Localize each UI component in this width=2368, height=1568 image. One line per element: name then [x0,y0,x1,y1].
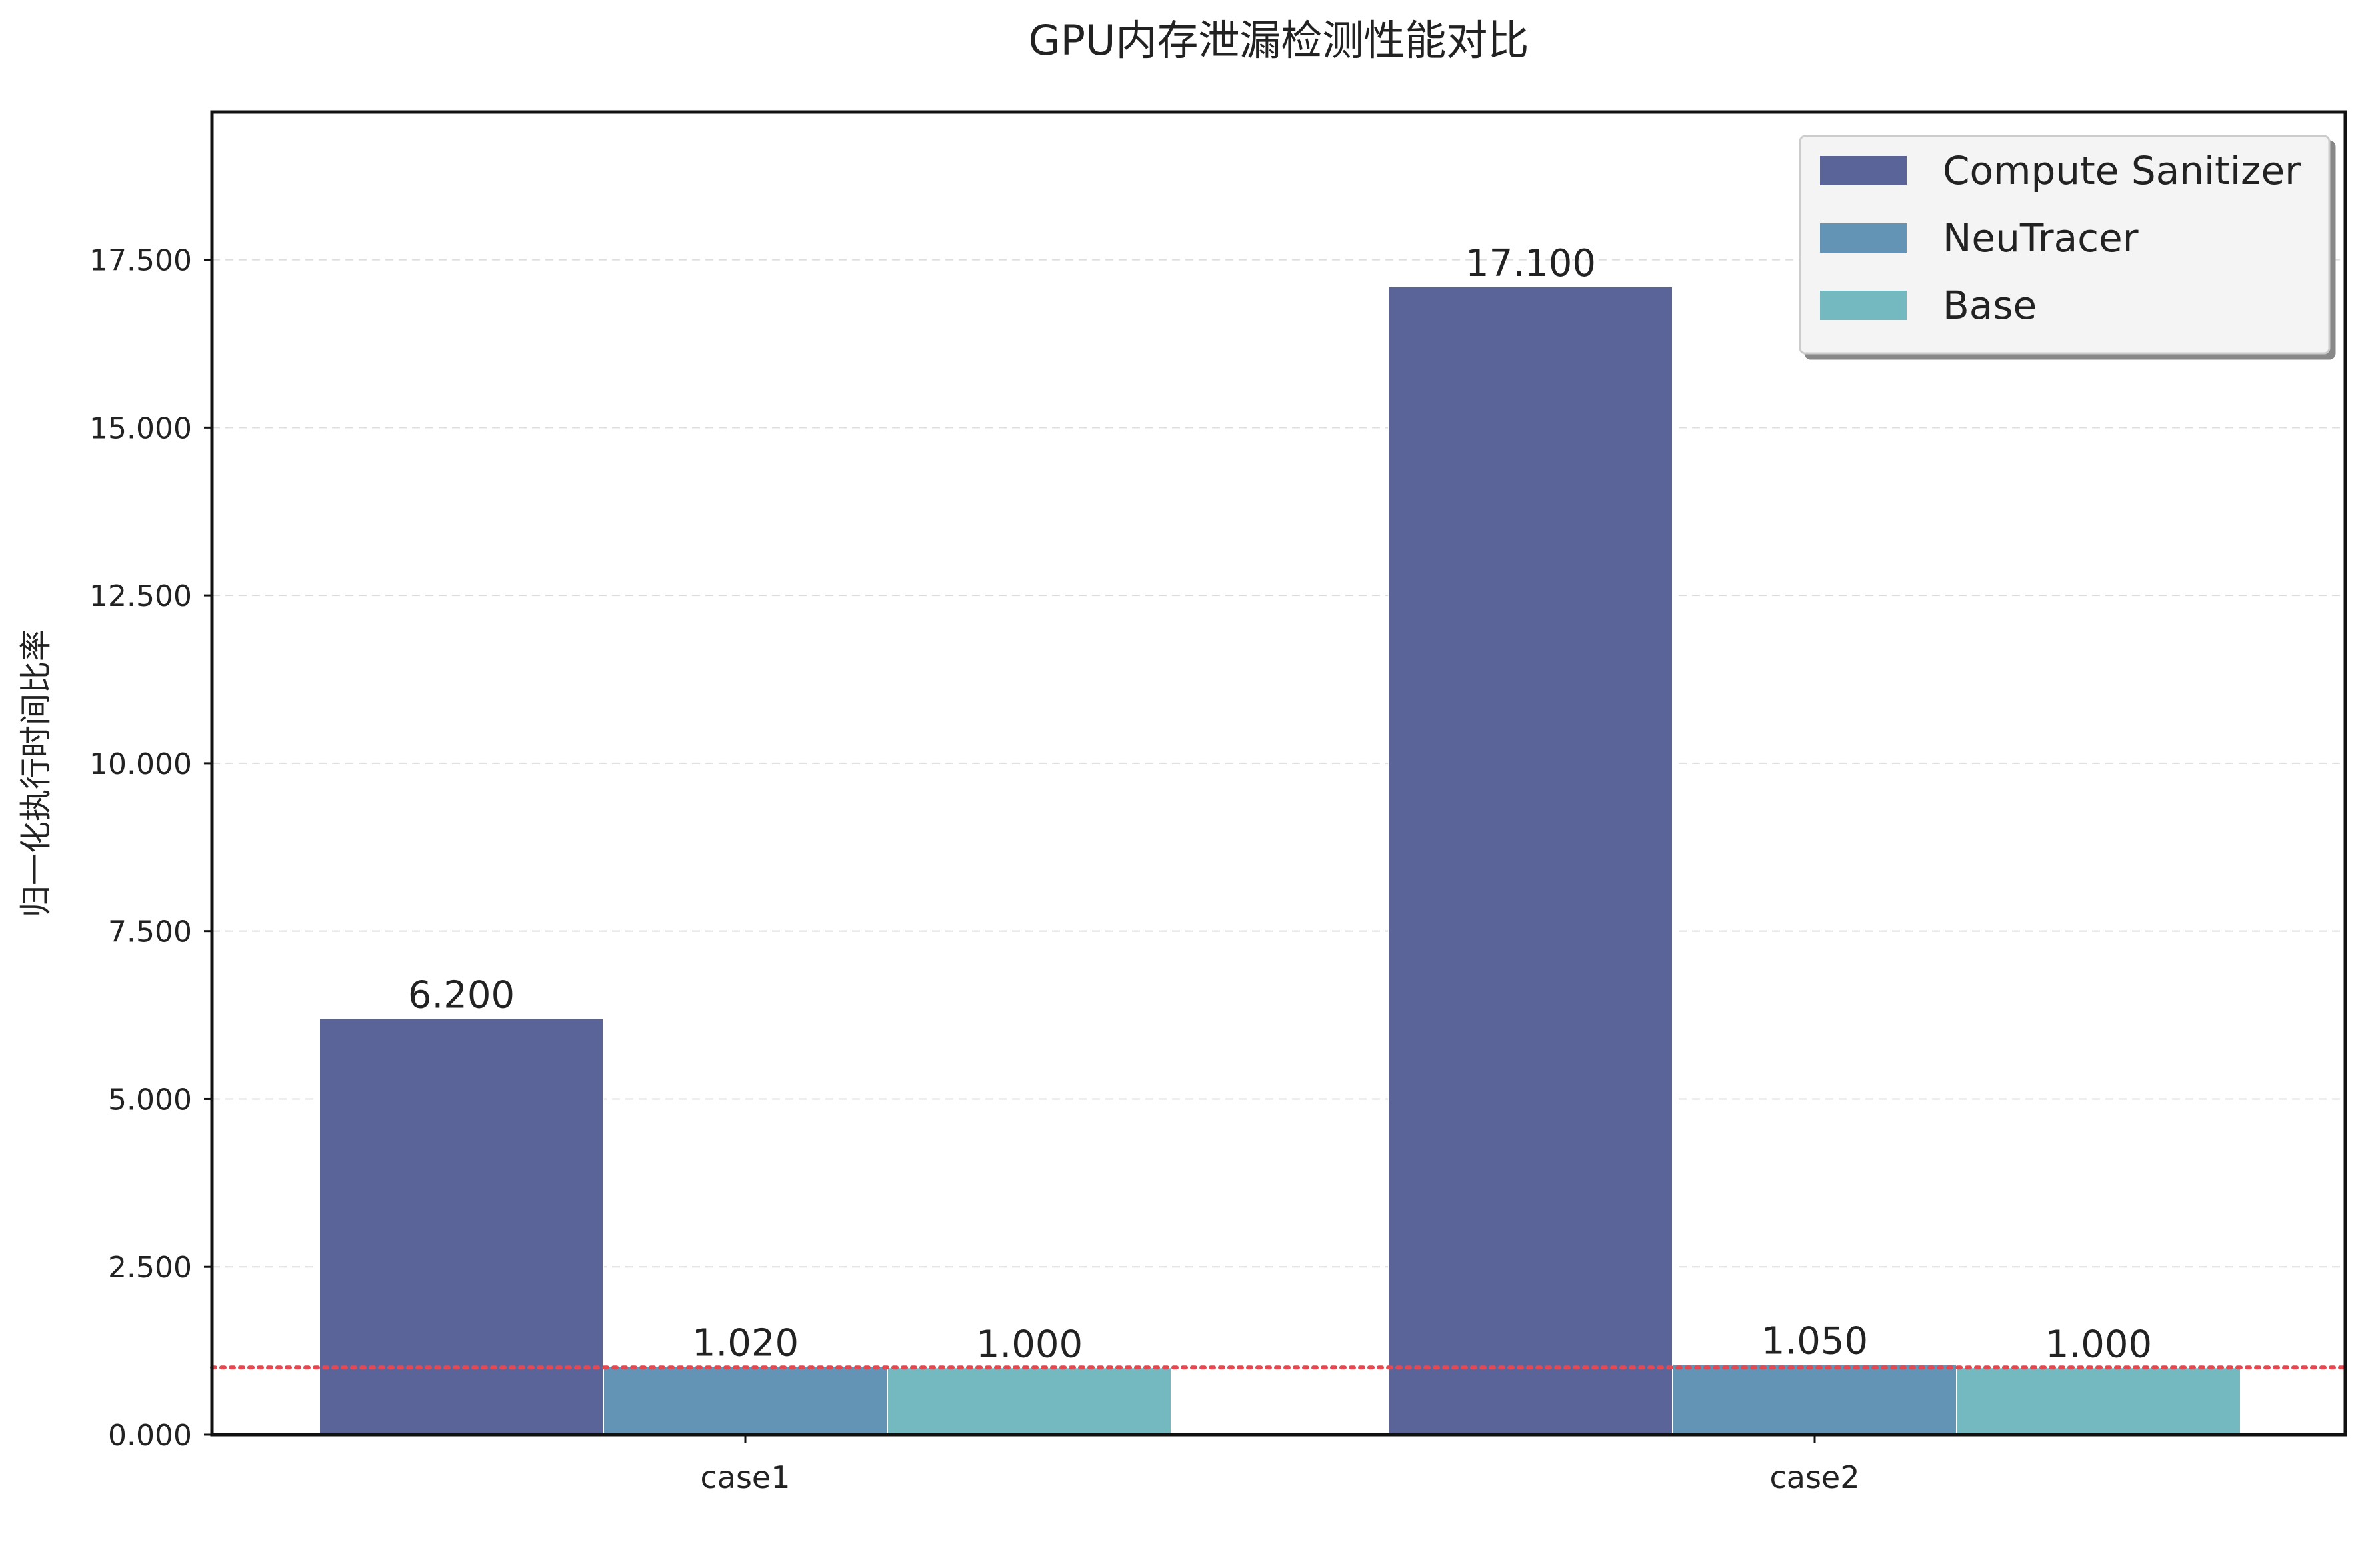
x-axis-ticks: case1 case2 [700,1435,1860,1495]
bar [319,1017,604,1435]
legend-swatch [1820,156,1907,185]
bar [1956,1367,2241,1435]
bar [1672,1363,1957,1435]
y-tick-label: 0.000 [108,1419,192,1453]
y-tick-label: 2.500 [108,1251,192,1285]
bar-value-label: 17.100 [1465,242,1596,285]
bar [887,1367,1172,1435]
y-tick-label: 10.000 [89,747,192,781]
legend-label: Compute Sanitizer [1943,148,2301,193]
legend-swatch [1820,223,1907,253]
bar [1388,285,1673,1436]
y-axis-label: 归一化执行时间比率 [17,629,55,917]
x-tick-label: case1 [700,1459,790,1495]
bar-value-label: 1.020 [692,1321,799,1365]
y-tick-label: 17.500 [89,244,192,278]
bar-value-label: 1.050 [1761,1319,1868,1363]
y-axis-ticks: 0.000 2.500 5.000 7.500 10.000 12.500 15.000 17… [89,244,212,1453]
bar-value-label: 1.000 [976,1323,1083,1366]
legend: Compute Sanitizer NeuTracer Base [1799,135,2331,355]
y-tick-label: 12.500 [89,579,192,613]
bar-value-label: 1.000 [2045,1323,2152,1366]
legend-label: NeuTracer [1943,215,2139,261]
plot-frame [210,110,2347,1437]
legend-swatch [1820,291,1907,320]
chart-title: GPU内存泄漏检测性能对比 [1029,16,1529,65]
value-labels: 6.200 1.020 1.000 17.100 1.050 1.000 [408,242,2152,1366]
bar [603,1365,888,1436]
bars [319,285,2241,1436]
bar-value-label: 6.200 [408,974,515,1017]
y-tick-label: 15.000 [89,411,192,445]
legend-box [1799,135,2331,355]
y-tick-label: 7.500 [108,915,192,949]
legend-label: Base [1943,283,2037,328]
x-tick-label: case2 [1769,1459,1859,1495]
y-tick-label: 5.000 [108,1083,192,1117]
